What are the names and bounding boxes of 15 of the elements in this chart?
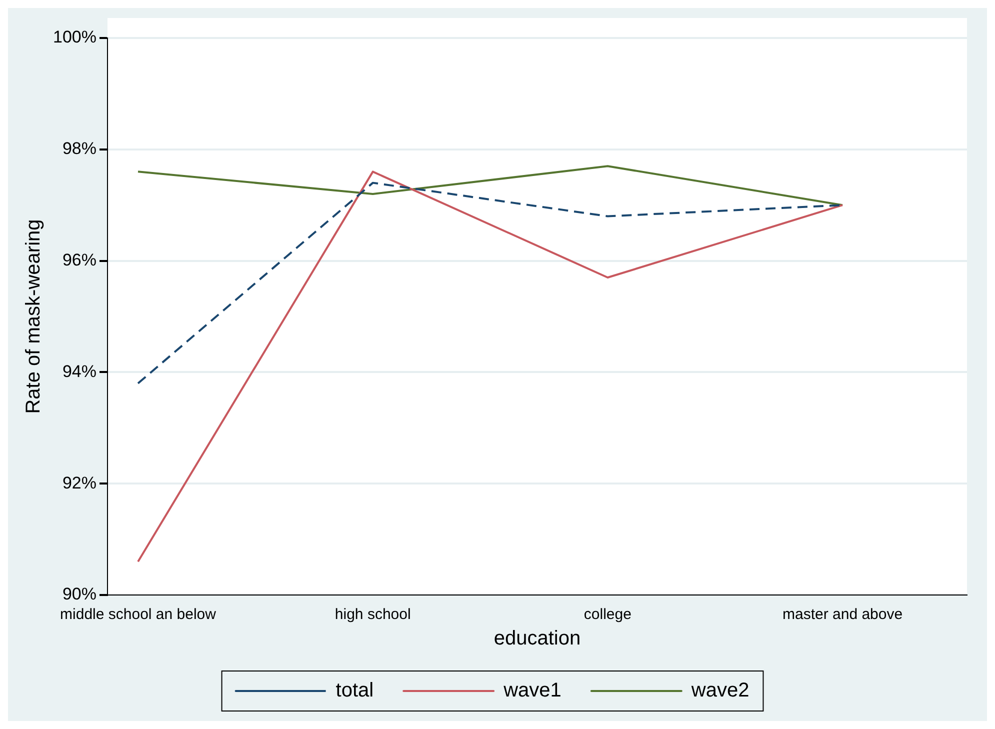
y-tick-label: 100% xyxy=(52,28,96,47)
x-tick-label: middle school an below xyxy=(60,606,216,624)
x-tick-label: high school xyxy=(334,606,411,624)
x-tick-label: master and above xyxy=(782,606,903,624)
legend-label: wave2 xyxy=(690,680,750,702)
y-tick-label: 96% xyxy=(62,250,96,270)
legend-label: total xyxy=(336,680,374,702)
x-axis-title: education xyxy=(494,628,581,650)
y-tick-label: 94% xyxy=(62,362,96,381)
y-tick-label: 92% xyxy=(62,473,96,492)
y-tick-label: 98% xyxy=(62,139,96,158)
x-tick-label: college xyxy=(584,606,632,624)
legend-label: wave1 xyxy=(502,680,562,702)
y-tick-label: 90% xyxy=(62,584,96,604)
y-axis-title: Rate of mask-wearing xyxy=(22,219,45,414)
